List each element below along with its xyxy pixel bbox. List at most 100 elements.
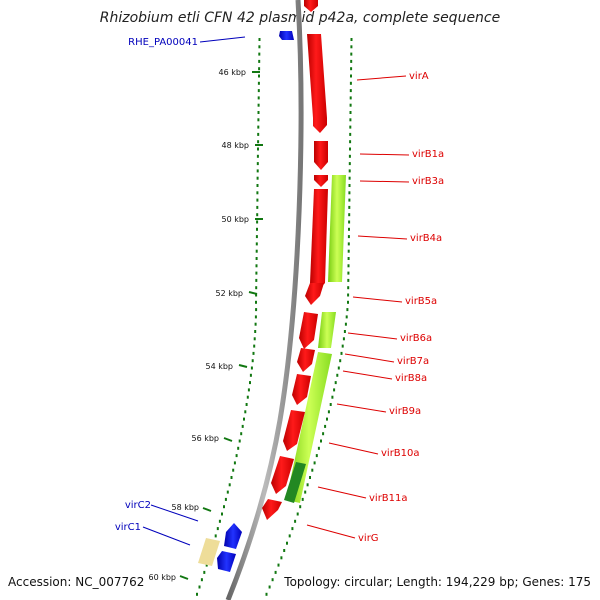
topology-summary: Topology: circular; Length: 194,229 bp; … [284, 575, 591, 589]
gene-arrow-virB8a[interactable] [292, 374, 311, 405]
track-dot [256, 176, 259, 180]
feature-block [318, 312, 336, 348]
gene-arrow-virB6a[interactable] [299, 312, 318, 349]
track-dot [349, 125, 352, 129]
track-dot [265, 592, 268, 596]
track-dot [347, 264, 350, 268]
gene-arrow-virB1a[interactable] [314, 141, 328, 170]
track-dot [256, 169, 259, 173]
gene-arrow-virC1[interactable] [217, 551, 236, 572]
track-dot [347, 278, 350, 282]
track-dot [337, 366, 340, 370]
scale-tick-label: 58 kbp [171, 503, 199, 512]
track-dot [253, 344, 256, 348]
gene-arrow-virB11a[interactable] [262, 499, 282, 520]
track-dot [246, 395, 249, 399]
gene-arrow-virB4a[interactable] [310, 189, 328, 292]
track-dot [326, 417, 328, 421]
track-dot [254, 330, 257, 333]
gene-arrow-virA[interactable] [307, 34, 327, 133]
track-dot [348, 184, 351, 187]
track-dot [247, 388, 250, 392]
gene-arrow-top[interactable] [304, 0, 318, 12]
track-dot [291, 527, 294, 531]
gene-arrow-virC2[interactable] [224, 523, 242, 549]
track-dot [349, 132, 352, 136]
scale-tick-label: 48 kbp [221, 141, 249, 150]
gene-arrow-virB10a[interactable] [271, 456, 294, 494]
track-dot [350, 45, 353, 49]
gene-track-forward [262, 0, 328, 520]
track-dot [347, 235, 350, 239]
track-dot [277, 563, 280, 567]
track-dot [349, 140, 352, 144]
gene-label-virC1[interactable]: virC1 [115, 522, 141, 533]
gene-label-virB3a[interactable]: virB3a [412, 176, 444, 187]
gene-label-virG[interactable]: virG [358, 533, 379, 544]
gene-arrow-virB5a[interactable] [305, 283, 324, 305]
track-dot [203, 570, 206, 574]
track-dot [226, 490, 229, 494]
track-dot [306, 483, 309, 487]
track-dot [349, 103, 352, 107]
track-dot [348, 162, 351, 166]
track-dot [345, 315, 348, 319]
track-dot [251, 359, 254, 363]
track-dot [349, 96, 352, 100]
track-dot [349, 89, 352, 93]
gene-label-virA[interactable]: virA [409, 71, 429, 82]
track-dot [336, 373, 339, 377]
scale-tick-mark [179, 575, 189, 580]
track-dot [257, 111, 260, 114]
track-dot [349, 147, 351, 151]
track-dot [347, 300, 349, 304]
gene-arrow-virB7a[interactable] [297, 348, 315, 372]
track-dot [254, 322, 257, 326]
track-dot [255, 257, 258, 260]
track-dot [334, 381, 337, 385]
track-dot [348, 191, 351, 195]
track-dot [257, 96, 260, 100]
track-dot [221, 512, 223, 516]
gene-label-virB10a[interactable]: virB10a [381, 448, 420, 459]
feature-block [328, 175, 346, 282]
track-dot [347, 286, 350, 290]
track-dot [304, 490, 307, 494]
track-dot [350, 74, 352, 78]
track-dot [255, 249, 258, 253]
gene-label-virB9a[interactable]: virB9a [389, 406, 421, 417]
track-dot [350, 52, 353, 56]
track-dot [324, 424, 327, 428]
gene-label-virB11a[interactable]: virB11a [369, 493, 408, 504]
gene-label-RHE_PA00041[interactable]: RHE_PA00041 [128, 37, 198, 48]
track-dot [344, 322, 347, 326]
gene-arrow-virB9a[interactable] [283, 410, 305, 451]
gene-arrow-virB3a[interactable] [314, 175, 328, 187]
gene-label-virB8a[interactable]: virB8a [395, 373, 427, 384]
track-dot [256, 198, 259, 202]
gene-label-virC2[interactable]: virC2 [125, 500, 151, 511]
scale-ticks: 46 kbp 48 kbp 50 kbp 52 kbp 54 kbp 56 kb… [148, 68, 263, 582]
gene-label-virB4a[interactable]: virB4a [410, 233, 442, 244]
track-dot [237, 446, 240, 450]
track-dot [301, 497, 304, 501]
gene-label-virB5a[interactable]: virB5a [405, 296, 437, 307]
track-dot [258, 59, 261, 63]
gene-arrow-RHE_PA00041[interactable] [279, 31, 294, 40]
track-dot [347, 257, 350, 260]
scale-tick-mark [223, 437, 233, 442]
track-dot [258, 52, 261, 56]
feature-block [284, 462, 306, 503]
track-dot [256, 191, 259, 195]
track-dot [243, 417, 245, 421]
track-dot [224, 497, 227, 501]
gene-label-virB1a[interactable]: virB1a [412, 149, 444, 160]
track-dot [245, 403, 248, 406]
track-dot [348, 169, 351, 173]
scale-tick-label: 50 kbp [221, 215, 249, 224]
gene-label-virB6a[interactable]: virB6a [400, 333, 432, 344]
accession-text: Accession: NC_007762 [8, 575, 145, 589]
track-dot [198, 585, 201, 589]
gene-label-virB7a[interactable]: virB7a [397, 356, 429, 367]
track-dot [294, 519, 297, 523]
